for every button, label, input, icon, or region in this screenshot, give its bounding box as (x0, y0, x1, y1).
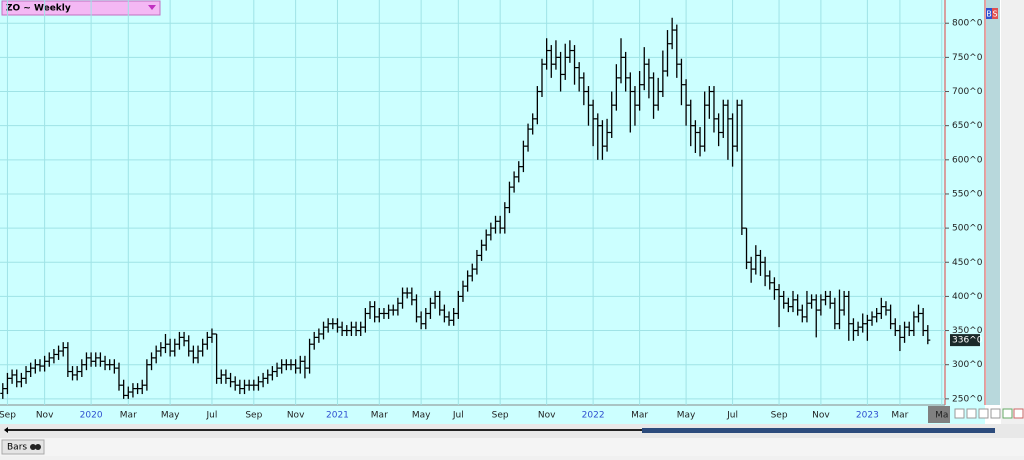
x-tick-label: 2021 (326, 411, 349, 421)
y-tick-label: 750^0 (952, 53, 983, 63)
tab-label[interactable]: Bars (7, 443, 27, 453)
toolbar (954, 408, 1024, 419)
x-tick-label: Mar (631, 411, 648, 421)
x-tick-label: Jul (206, 411, 218, 421)
y-tick-label: 250^0 (952, 394, 983, 404)
chart-title: ZO ~ Weekly (6, 4, 71, 14)
x-tick-label: Jul (726, 411, 738, 421)
x-tick-label: Mar (371, 411, 388, 421)
y-tick-label: 300^0 (952, 360, 983, 370)
x-tick-label: Sep (0, 411, 16, 421)
title-box[interactable] (1, 0, 161, 16)
last-price-box (950, 334, 980, 347)
date-cursor (928, 406, 950, 423)
y-tick-label: 350^0 (952, 326, 983, 336)
sell-label[interactable]: S (992, 10, 997, 19)
x-tick-label: Sep (245, 411, 262, 421)
buy-label[interactable]: B (986, 10, 992, 19)
x-tick-label: 2023 (856, 411, 879, 421)
sell-button[interactable] (992, 8, 998, 19)
x-tick-label: Sep (771, 411, 788, 421)
x-tick-label: May (161, 411, 180, 421)
grid (0, 0, 949, 405)
tool-button[interactable] (990, 408, 1001, 419)
axis-labels: 250^0 300^0 350^0 400^0 450^0 500^0 550^0 600^0… (0, 19, 983, 421)
x-tick-label: 2022 (582, 411, 605, 421)
x-tick-label: Nov (538, 411, 556, 421)
y-tick-label: 800^0 (952, 19, 983, 29)
x-tick-label: Nov (287, 411, 305, 421)
plot-area (0, 0, 945, 405)
tab-bar (0, 438, 1024, 456)
y-tick-label: 650^0 (952, 121, 983, 131)
tool-button[interactable] (954, 408, 965, 419)
tab-icon (30, 444, 36, 450)
bars-tab[interactable] (1, 439, 45, 455)
y-tick-label: 500^0 (952, 224, 983, 234)
tool-button[interactable] (1002, 408, 1013, 419)
price-axis (945, 0, 985, 424)
x-tick-label: May (412, 411, 431, 421)
y-tick-label: 550^0 (952, 189, 983, 199)
scroll-thumb[interactable] (642, 428, 995, 433)
x-tick-label: Jul (452, 411, 464, 421)
x-tick-label: Sep (492, 411, 509, 421)
x-tick-label: May (677, 411, 696, 421)
buy-button[interactable] (986, 8, 992, 19)
date-axis (0, 405, 945, 424)
y-tick-label: 400^0 (952, 292, 983, 302)
y-tick-label: 450^0 (952, 258, 983, 268)
y-tick-label: 600^0 (952, 155, 983, 165)
tool-button[interactable] (978, 408, 989, 419)
x-tick-label: Ma (935, 411, 948, 421)
x-tick-label: Mar (120, 411, 137, 421)
y-tick-label: 700^0 (952, 87, 983, 97)
scroll-left[interactable] (4, 427, 8, 433)
side-panel (986, 0, 1000, 405)
tool-button[interactable] (966, 408, 977, 419)
tool-button[interactable] (1013, 408, 1024, 419)
x-tick-label: 2020 (80, 411, 103, 421)
x-tick-label: Mar (891, 411, 908, 421)
tab-icon (35, 444, 41, 450)
dropdown-arrow[interactable] (148, 5, 156, 10)
last-price-label: 336^0 (952, 336, 983, 346)
x-tick-label: Nov (812, 411, 830, 421)
bars (0, 17, 931, 399)
x-tick-label: Nov (36, 411, 54, 421)
